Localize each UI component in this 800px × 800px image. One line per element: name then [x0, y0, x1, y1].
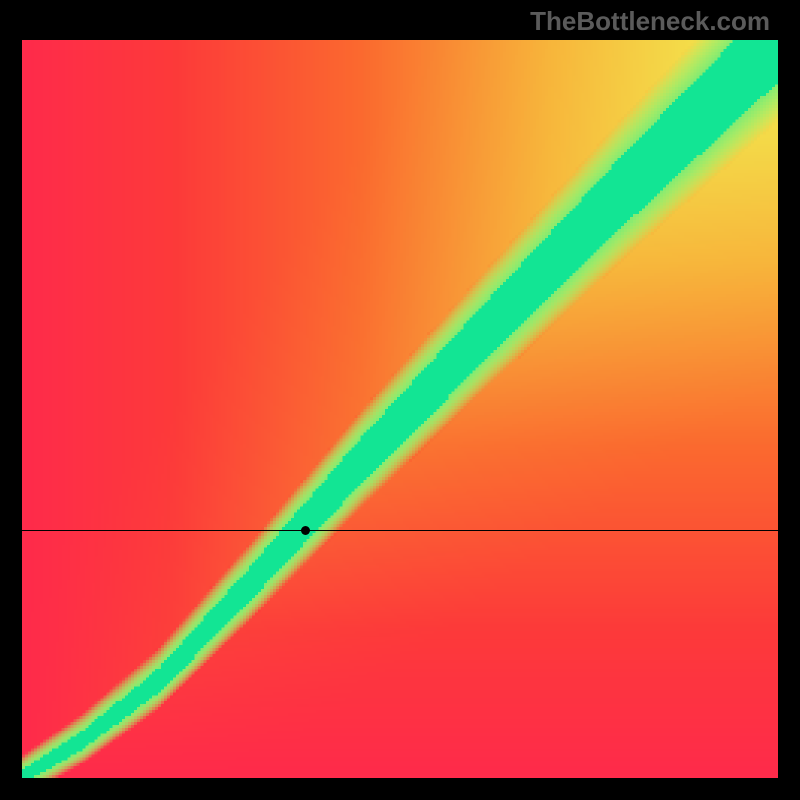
crosshair-horizontal — [22, 530, 778, 531]
watermark-text: TheBottleneck.com — [530, 6, 770, 37]
heatmap-canvas — [22, 40, 778, 778]
chart-frame: TheBottleneck.com — [0, 0, 800, 800]
heatmap-plot-area — [22, 40, 778, 778]
